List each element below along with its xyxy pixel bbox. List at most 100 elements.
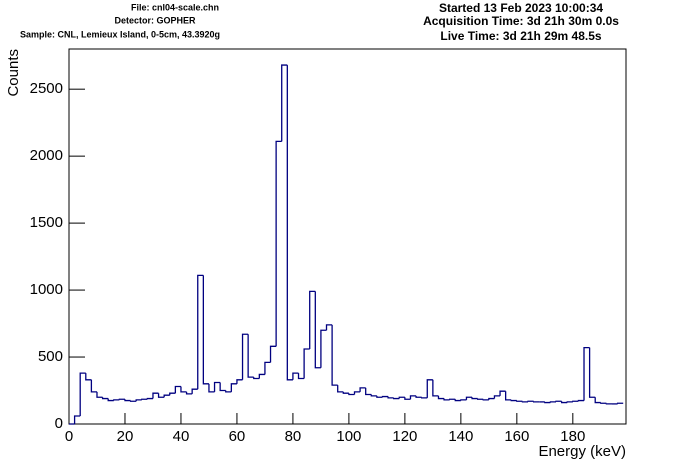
histogram-bin	[555, 400, 562, 402]
x-tick-label: 100	[336, 428, 361, 445]
histogram-bin	[320, 329, 327, 368]
histogram-bin	[381, 395, 389, 398]
histogram-bin	[281, 64, 288, 142]
x-tick-label: 20	[117, 428, 134, 445]
histogram-bin	[303, 348, 310, 379]
histogram-bin	[342, 391, 349, 394]
histogram-bin	[460, 399, 467, 401]
histogram-bin	[465, 396, 473, 400]
histogram-bin	[141, 398, 148, 400]
histogram-bin	[616, 402, 624, 404]
histogram-bin	[269, 345, 277, 363]
histogram-bin	[482, 399, 489, 401]
x-tick-label: 80	[285, 428, 302, 445]
histogram-bin	[527, 400, 534, 402]
y-tick-label: 0	[55, 415, 63, 432]
histogram-bin	[101, 397, 109, 400]
histogram-bin	[370, 394, 377, 397]
histogram-bin	[493, 395, 501, 399]
histogram-bin	[325, 324, 333, 331]
histogram-bin	[549, 401, 557, 403]
histogram-bin	[421, 397, 428, 399]
histogram-bin	[376, 395, 383, 398]
x-axis-title: Energy (keV)	[538, 443, 626, 460]
x-tick-label: 60	[229, 428, 246, 445]
histogram-bin	[331, 324, 338, 386]
histogram-bin	[359, 387, 366, 392]
histogram-bin	[79, 372, 86, 416]
histogram-bin	[309, 290, 316, 349]
histogram-bin	[477, 398, 484, 400]
histogram-bin	[348, 393, 355, 396]
histogram-bin	[387, 396, 394, 399]
histogram-bin	[197, 274, 204, 390]
histogram-bin	[393, 397, 400, 400]
histogram-bin	[365, 387, 372, 396]
histogram-bin	[236, 379, 243, 384]
plot-frame	[68, 48, 627, 425]
histogram-bin	[510, 399, 517, 402]
x-tick-label: 40	[173, 428, 190, 445]
histogram-bin	[241, 333, 249, 380]
y-tick-label: 2500	[30, 80, 63, 97]
histogram-bin	[85, 373, 92, 381]
histogram-bin	[247, 334, 254, 378]
histogram-bin	[118, 398, 125, 400]
histogram-bin	[124, 399, 131, 402]
histogram-bin	[202, 275, 209, 385]
histogram-bin	[185, 391, 193, 395]
histogram-bin	[532, 401, 540, 403]
histogram-bin	[437, 395, 445, 400]
y-tick-label: 2000	[30, 147, 63, 164]
histogram-bin	[566, 401, 573, 403]
histogram-bin	[225, 390, 232, 393]
histogram-bin	[90, 379, 97, 393]
histogram-bin	[96, 391, 103, 398]
live-time-label: Live Time: 3d 21h 29m 48.5s	[440, 29, 602, 43]
histogram-bin	[275, 140, 282, 347]
histogram-bin	[353, 391, 361, 395]
histogram-bin	[404, 397, 411, 400]
histogram-bin	[560, 401, 568, 404]
histogram-bin	[605, 403, 613, 405]
histogram-bin	[157, 393, 165, 398]
histogram-bin	[297, 373, 305, 380]
histogram-bin	[583, 347, 590, 401]
y-axis-title: Counts	[5, 49, 22, 97]
histogram-bin	[314, 291, 321, 369]
file-label: File: cnl04-scale.chn	[131, 2, 219, 12]
acq-time-label: Acquisition Time: 3d 21h 30m 0.0s	[423, 14, 619, 28]
histogram-bin	[600, 402, 607, 404]
x-tick-label: 180	[560, 428, 585, 445]
histogram-bin	[449, 398, 456, 400]
histogram-bin	[169, 392, 176, 396]
histogram-bin	[135, 399, 142, 402]
histogram-bin	[264, 361, 271, 375]
histogram-bin	[286, 65, 293, 381]
y-tick-label: 1000	[30, 281, 63, 298]
histogram-bin	[443, 398, 450, 401]
x-tick-label: 0	[65, 428, 73, 445]
histogram-bin	[488, 397, 495, 400]
histogram-bin	[191, 388, 198, 394]
histogram-bin	[415, 395, 422, 398]
histogram-bin	[152, 392, 159, 399]
histogram-bin	[426, 379, 433, 398]
start-label: Started 13 Feb 2023 10:00:34	[439, 1, 603, 15]
sample-label: Sample: CNL, Lemieux Island, 0-5cm, 43.3…	[20, 29, 220, 39]
histogram-bin	[219, 382, 226, 392]
histogram-bin	[577, 399, 585, 402]
x-tick-label: 140	[448, 428, 473, 445]
histogram-bin	[504, 391, 512, 401]
histogram-bin	[113, 399, 120, 401]
histogram-bin	[398, 396, 405, 399]
histogram-bin	[572, 400, 579, 402]
x-tick-label: 160	[504, 428, 529, 445]
histogram-bin	[516, 400, 523, 402]
histogram-bin	[230, 383, 237, 392]
histogram-bin	[258, 373, 265, 379]
histogram-bin	[213, 381, 221, 392]
histogram-bin	[180, 386, 187, 393]
histogram-bin	[454, 399, 461, 402]
